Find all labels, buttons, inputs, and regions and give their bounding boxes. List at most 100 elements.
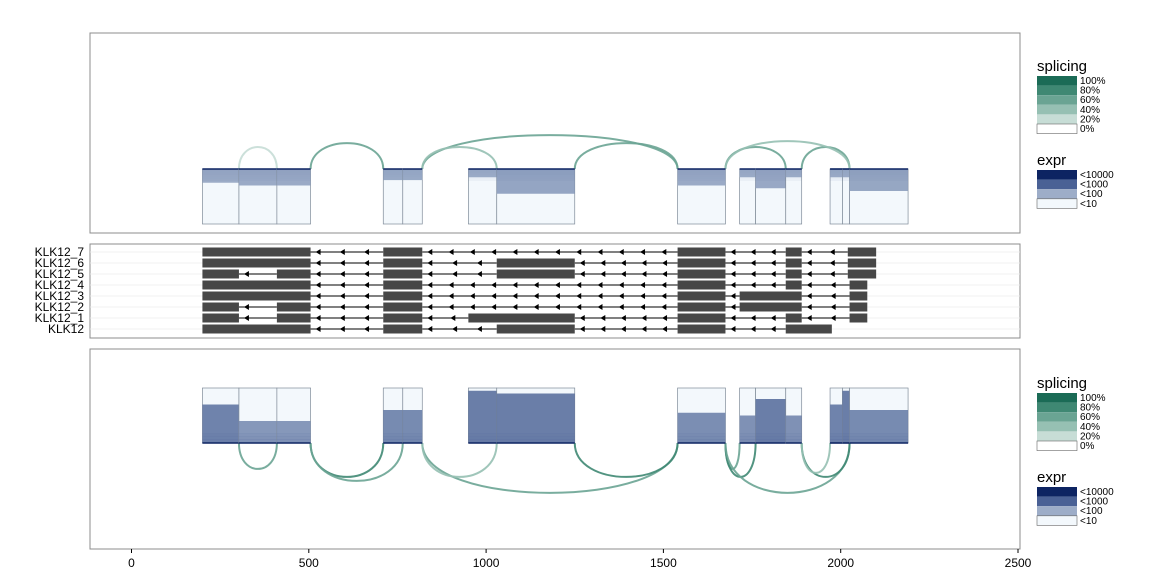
- exon-expression-band: [202, 404, 239, 443]
- panels-layer: [89, 32, 1021, 550]
- intron-arrow: [830, 282, 836, 288]
- transcript-exon: [785, 280, 802, 290]
- exon-block: [276, 168, 311, 225]
- intron-arrow: [579, 271, 585, 277]
- legend-splicing-top-label: 60%: [1080, 95, 1100, 106]
- transcript-exon: [677, 258, 726, 268]
- intron-arrow: [476, 326, 482, 332]
- transcript-label: KLK12_7: [35, 245, 85, 259]
- transcript-exon: [785, 258, 802, 268]
- legend-expr-top-label: <10: [1080, 199, 1097, 210]
- exon-expression-band: [383, 410, 403, 443]
- exon-block: [276, 387, 311, 444]
- intron-arrow: [315, 293, 321, 299]
- intron-arrow: [243, 271, 249, 277]
- intron-arrow: [806, 304, 812, 310]
- exon-block: [849, 168, 909, 225]
- intron-arrow: [597, 282, 603, 288]
- legend-expr-top-swatch: [1036, 198, 1078, 209]
- exon-block: [402, 387, 423, 444]
- exon-expression-band: [755, 399, 786, 443]
- exon-expression-band: [755, 169, 786, 189]
- intron-arrow: [427, 249, 433, 255]
- legend-splicing-top-label: 40%: [1080, 105, 1100, 116]
- intron-arrow: [640, 304, 646, 310]
- exon-block: [755, 168, 787, 225]
- intron-arrow: [364, 282, 370, 288]
- exon-block: [496, 387, 576, 444]
- exon-expression-band: [677, 412, 726, 443]
- legend-splicing-top-title: splicing: [1037, 58, 1087, 75]
- intron-arrow: [620, 260, 626, 266]
- intron-arrow: [662, 271, 668, 277]
- exon-expression-band: [830, 169, 843, 178]
- legend-splicing-bottom-swatch: [1037, 393, 1077, 403]
- intron-arrow: [427, 326, 433, 332]
- legend-splicing-bottom-label: 100%: [1080, 393, 1106, 404]
- intron-arrow: [806, 249, 812, 255]
- exon-expression-band: [739, 415, 756, 443]
- x-tick-label: 2500: [1005, 556, 1032, 570]
- intron-arrow: [512, 249, 518, 255]
- legend-expr-bottom-label: <100: [1080, 506, 1103, 517]
- intron-arrow: [452, 326, 458, 332]
- intron-arrow: [315, 304, 321, 310]
- intron-arrow: [427, 304, 433, 310]
- junction-arc: [421, 146, 498, 170]
- intron-arrow: [448, 249, 454, 255]
- intron-arrow: [618, 249, 624, 255]
- legend-expr-bottom-label: <10: [1080, 516, 1097, 527]
- intron-arrow: [576, 304, 582, 310]
- exon-expression-band: [849, 169, 909, 191]
- intron-arrow: [600, 260, 606, 266]
- legend-expr-top-title: expr: [1037, 152, 1066, 169]
- intron-arrow: [469, 304, 475, 310]
- legend-splicing-bottom-label: 20%: [1080, 431, 1100, 442]
- intron-arrow: [533, 249, 539, 255]
- transcript-label: KLK12_3: [35, 289, 85, 303]
- exon-block: [468, 387, 498, 444]
- intron-arrow: [339, 304, 345, 310]
- intron-arrow: [512, 282, 518, 288]
- exon-expression-band: [276, 169, 311, 186]
- transcript-models-layer: KLK12_7KLK12_6KLK12_5KLK12_4KLK12_3KLK12…: [35, 245, 1020, 336]
- intron-arrow: [661, 304, 667, 310]
- legend-expr-bottom-label: <10000: [1080, 487, 1114, 498]
- legend-splicing-bottom-swatch: [1036, 440, 1078, 451]
- transcript-row: KLK12_2: [35, 300, 1020, 314]
- transcript-exon: [202, 258, 311, 268]
- intron-arrow: [750, 271, 756, 277]
- exon-expression-band: [739, 169, 756, 178]
- intron-arrow: [618, 304, 624, 310]
- transcript-exon: [383, 269, 423, 279]
- legend-expr-bottom-swatch: [1037, 496, 1077, 507]
- panel-frame-3: [89, 348, 1021, 550]
- exon-expression-band: [276, 421, 311, 443]
- exon-block: [785, 168, 803, 225]
- intron-arrow: [750, 282, 756, 288]
- junctions-layer: [237, 134, 851, 494]
- exon-block: [842, 387, 850, 444]
- exon-block: [849, 387, 909, 444]
- exon-expression-band: [202, 169, 239, 183]
- intron-arrow: [770, 249, 776, 255]
- junction-arc: [724, 140, 851, 170]
- intron-arrow: [830, 315, 836, 321]
- x-tick-label: 2000: [827, 556, 854, 570]
- legend-expr-top-label: <10000: [1080, 170, 1114, 181]
- intron-arrow: [806, 315, 812, 321]
- junction-arc: [309, 442, 404, 482]
- intron-arrow: [554, 293, 560, 299]
- transcript-row: KLK12_3: [35, 289, 1020, 303]
- intron-arrow: [600, 326, 606, 332]
- intron-arrow: [512, 304, 518, 310]
- intron-arrow: [770, 315, 776, 321]
- intron-arrow: [450, 315, 456, 321]
- intron-arrow: [661, 282, 667, 288]
- intron-arrow: [315, 282, 321, 288]
- transcript-exon: [202, 247, 311, 257]
- intron-arrow: [364, 315, 370, 321]
- exon-block: [238, 168, 278, 225]
